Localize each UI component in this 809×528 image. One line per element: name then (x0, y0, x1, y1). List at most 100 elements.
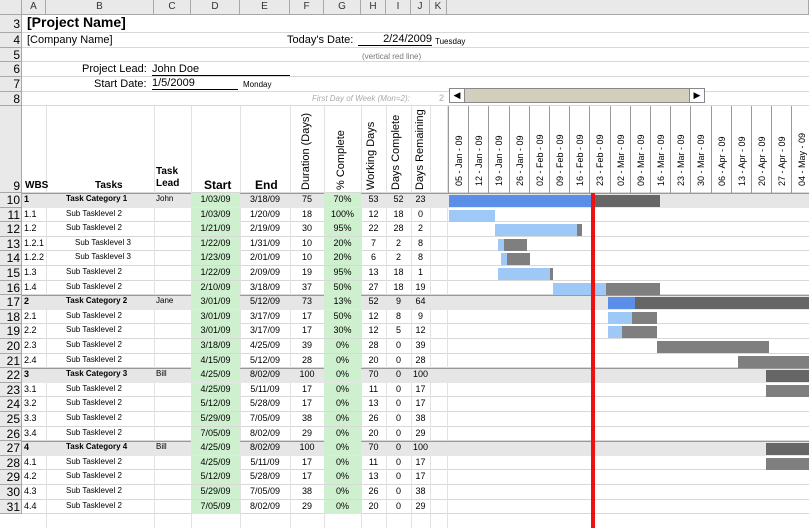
row-header[interactable]: 30 (0, 485, 22, 500)
cell-end[interactable]: 1/20/09 (249, 208, 281, 219)
cell-work[interactable]: 12 (368, 325, 379, 336)
cell-end[interactable]: 5/11/09 (250, 383, 280, 394)
cell-done[interactable]: 18 (393, 267, 404, 277)
cell-work[interactable]: 20 (368, 500, 379, 511)
cell-pct[interactable]: 0% (335, 413, 349, 423)
cell-dur[interactable]: 100 (299, 369, 315, 380)
cell-rem[interactable]: 28 (415, 354, 426, 365)
column-header-J[interactable]: J (411, 0, 430, 15)
cell-done[interactable]: 28 (393, 223, 404, 234)
cell-pct[interactable]: 20% (333, 237, 352, 248)
row-header[interactable]: 21 (0, 353, 22, 369)
cell-end[interactable]: 3/18/09 (249, 194, 281, 204)
cell-dur[interactable]: 17 (301, 471, 312, 482)
cell-pct[interactable]: 0% (335, 369, 349, 380)
row-header[interactable]: 24 (0, 397, 22, 412)
cell-done[interactable]: 0 (395, 427, 401, 438)
cell-rem[interactable]: 8 (417, 252, 423, 263)
cell-end[interactable]: 5/28/09 (249, 398, 281, 409)
cell-start[interactable]: 5/12/09 (200, 398, 231, 409)
column-header-I[interactable]: I (386, 0, 411, 15)
cell-end[interactable]: 3/17/09 (249, 310, 281, 321)
cell-wbs[interactable]: 4.4 (24, 500, 37, 511)
row-header[interactable]: 9 (0, 106, 22, 193)
cell-done[interactable]: 0 (395, 398, 401, 409)
cell-pct[interactable]: 30% (333, 325, 352, 336)
cell-task[interactable]: Sub Tasklevel 3 (75, 252, 131, 262)
cell-work[interactable]: 12 (368, 208, 379, 219)
cell-task[interactable]: Sub Tasklevel 2 (66, 340, 122, 349)
cell-task[interactable]: Sub Tasklevel 2 (66, 471, 122, 481)
cell-work[interactable]: 20 (368, 427, 379, 438)
cell-pct[interactable]: 0% (335, 383, 349, 394)
cell-end[interactable]: 5/28/09 (249, 471, 281, 482)
cell-dur[interactable]: 17 (301, 398, 312, 409)
cell-work[interactable]: 11 (368, 383, 379, 394)
cell-end[interactable]: 4/25/09 (249, 340, 281, 350)
timeline-scrollbar[interactable]: ◀ ▶ (449, 88, 705, 103)
cell-task[interactable]: Sub Tasklevel 2 (66, 398, 122, 408)
column-header-B[interactable]: B (46, 0, 154, 15)
cell-rem[interactable]: 38 (415, 486, 426, 496)
cell-wbs[interactable]: 3.4 (24, 427, 37, 438)
cell-end[interactable]: 5/12/09 (249, 354, 281, 365)
column-header-F[interactable]: F (290, 0, 324, 15)
cell-start[interactable]: 4/25/09 (200, 369, 231, 380)
cell-done[interactable]: 0 (395, 442, 401, 453)
cell-dur[interactable]: 37 (301, 281, 312, 292)
cell-task[interactable]: Sub Tasklevel 2 (66, 325, 122, 335)
cell-task[interactable]: Sub Tasklevel 3 (75, 237, 131, 247)
cell-work[interactable]: 20 (368, 354, 379, 365)
row-header[interactable]: 28 (0, 455, 22, 471)
cell-dur[interactable]: 39 (301, 340, 312, 350)
cell-task[interactable]: Task Category 3 (66, 369, 128, 379)
row-header[interactable]: 7 (0, 77, 22, 92)
cell-wbs[interactable]: 1.4 (24, 281, 37, 292)
cell-rem[interactable]: 8 (417, 237, 423, 248)
row-header[interactable]: 12 (0, 222, 22, 237)
cell-wbs[interactable]: 2.4 (24, 354, 37, 365)
cell-start[interactable]: 4/25/09 (200, 383, 231, 394)
cell-work[interactable]: 22 (368, 223, 379, 234)
cell-wbs[interactable]: 3 (24, 369, 30, 380)
cell-wbs[interactable]: 1.2.1 (24, 237, 45, 248)
cell-end[interactable]: 8/02/09 (249, 369, 281, 380)
cell-task[interactable]: Sub Tasklevel 2 (66, 456, 122, 466)
cell-work[interactable]: 13 (368, 267, 379, 277)
cell-task[interactable]: Sub Tasklevel 2 (66, 223, 122, 233)
cell-start[interactable]: 5/12/09 (200, 471, 231, 482)
cell-work[interactable]: 28 (368, 340, 379, 350)
cell-rem[interactable]: 39 (415, 340, 426, 350)
column-header-C[interactable]: C (154, 0, 191, 15)
cell-work[interactable]: 70 (368, 369, 379, 380)
row-header[interactable]: 31 (0, 499, 22, 515)
cell-start[interactable]: 1/22/09 (200, 237, 231, 248)
cell-task[interactable]: Sub Tasklevel 2 (66, 427, 122, 437)
cell-end[interactable]: 1/31/09 (249, 237, 281, 248)
column-header-H[interactable]: H (361, 0, 386, 15)
cell-end[interactable]: 8/02/09 (249, 442, 281, 453)
cell-pct[interactable]: 20% (333, 252, 352, 263)
cell-task[interactable]: Sub Tasklevel 2 (66, 354, 122, 364)
cell-lead[interactable]: Bill (156, 442, 167, 452)
project-name[interactable]: [Project Name] (27, 14, 126, 30)
cell-done[interactable]: 0 (395, 500, 401, 511)
cell-start[interactable]: 3/01/09 (200, 325, 231, 336)
cell-task[interactable]: Sub Tasklevel 2 (66, 383, 122, 393)
cell-task[interactable]: Sub Tasklevel 2 (66, 413, 122, 422)
cell-done[interactable]: 0 (395, 456, 401, 467)
cell-task[interactable]: Sub Tasklevel 2 (66, 267, 122, 276)
cell-wbs[interactable]: 2 (24, 296, 30, 307)
cell-rem[interactable]: 38 (415, 413, 426, 423)
cell-dur[interactable]: 29 (301, 500, 312, 511)
cell-work[interactable]: 13 (368, 471, 379, 482)
row-header[interactable]: 25 (0, 412, 22, 427)
cell-work[interactable]: 26 (368, 486, 379, 496)
cell-rem[interactable]: 0 (417, 208, 423, 219)
cell-done[interactable]: 18 (393, 208, 404, 219)
cell-end[interactable]: 5/11/09 (250, 456, 280, 467)
cell-task[interactable]: Sub Tasklevel 2 (66, 281, 122, 291)
cell-end[interactable]: 8/02/09 (249, 500, 281, 511)
cell-wbs[interactable]: 3.1 (24, 383, 37, 394)
cell-work[interactable]: 12 (368, 310, 379, 321)
